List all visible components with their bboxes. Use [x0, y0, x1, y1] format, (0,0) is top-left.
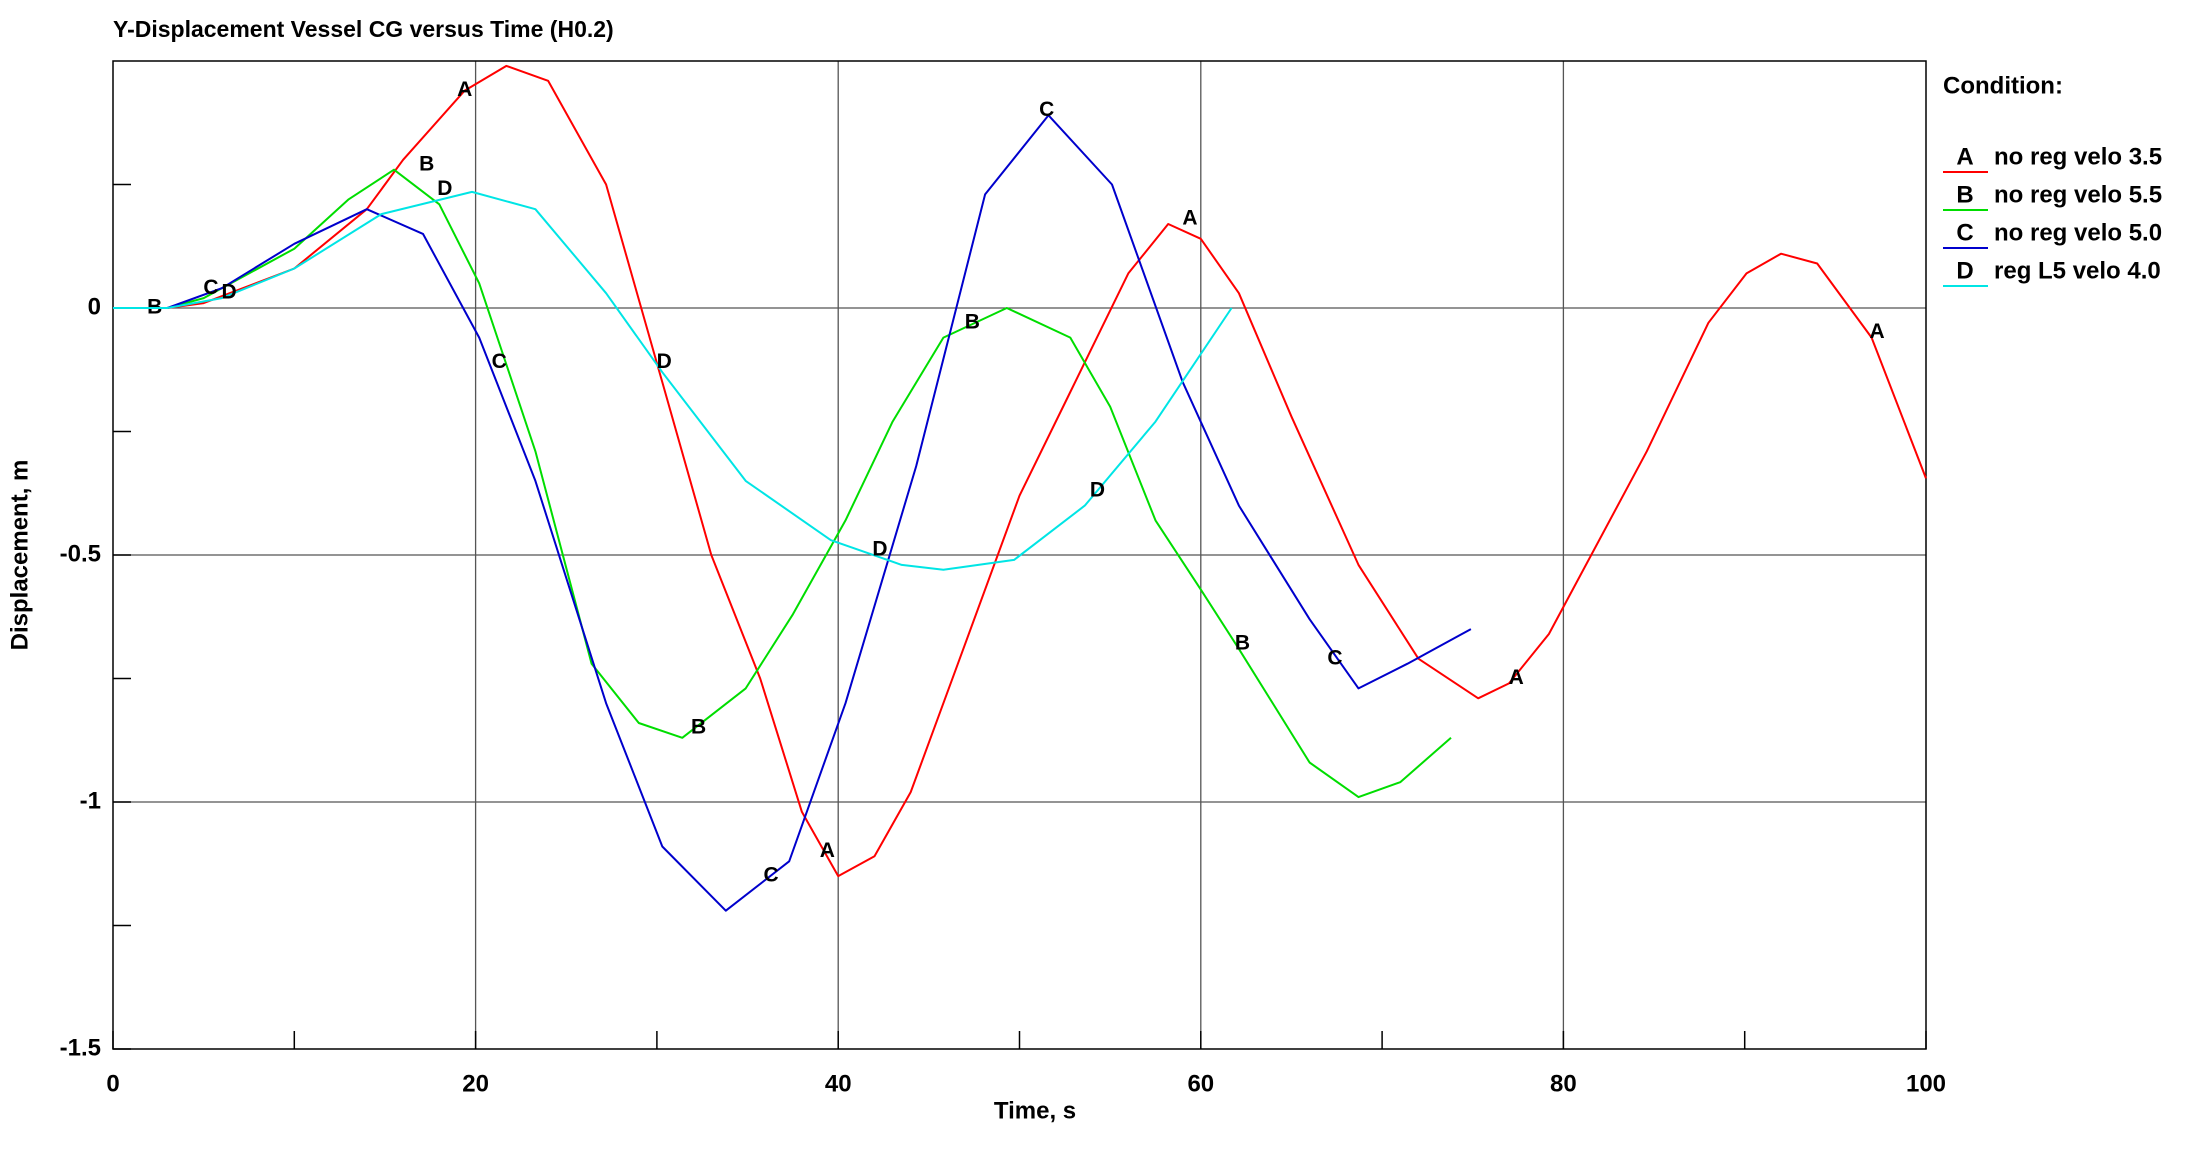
- curve-marker: C: [1039, 98, 1054, 121]
- curve-marker: A: [1509, 666, 1524, 689]
- y-tick-label: -0.5: [60, 540, 101, 567]
- x-axis-label: Time, s: [994, 1097, 1076, 1124]
- legend-title: Condition:: [1943, 72, 2063, 99]
- x-tick-label: 60: [1187, 1070, 1214, 1097]
- y-tick-label: -1: [80, 787, 101, 814]
- legend-letter: B: [1956, 181, 1973, 208]
- legend-letter: C: [1956, 219, 1973, 246]
- y-tick-label: 0: [88, 293, 101, 320]
- curve-marker: C: [203, 276, 218, 299]
- legend-label: no reg velo 5.0: [1994, 219, 2162, 246]
- curve-marker: A: [1869, 320, 1884, 343]
- legend-label: no reg velo 3.5: [1994, 143, 2162, 170]
- legend-label: no reg velo 5.5: [1994, 181, 2162, 208]
- x-tick-label: 40: [825, 1070, 852, 1097]
- series-line: [113, 114, 1472, 912]
- curve-marker: B: [1235, 631, 1250, 654]
- curve-marker: C: [492, 350, 507, 373]
- curve-marker: C: [764, 864, 779, 887]
- chart-title: Y-Displacement Vessel CG versus Time (H0…: [113, 16, 614, 42]
- x-tick-label: 0: [106, 1070, 119, 1097]
- legend-label: reg L5 velo 4.0: [1994, 257, 2161, 284]
- curve-marker: D: [1090, 478, 1105, 501]
- series-line: [113, 190, 1233, 571]
- curve-marker: D: [872, 538, 887, 561]
- series-line: [113, 168, 1452, 799]
- x-tick-label: 80: [1550, 1070, 1577, 1097]
- curve-marker: A: [820, 839, 835, 862]
- curve-marker: D: [221, 281, 236, 304]
- y-axis-label: Displacement, m: [6, 460, 33, 651]
- series-line: [113, 64, 1927, 878]
- y-tick-label: -1.5: [60, 1034, 101, 1061]
- curve-marker: A: [1182, 207, 1197, 230]
- curve-marker: B: [965, 310, 980, 333]
- curve-marker: D: [657, 350, 672, 373]
- x-tick-label: 20: [462, 1070, 489, 1097]
- curve-marker: D: [437, 177, 452, 200]
- curve-marker: A: [457, 78, 472, 101]
- legend-letter: D: [1956, 257, 1973, 284]
- curve-marker: B: [691, 715, 706, 738]
- curve-marker: C: [1327, 646, 1342, 669]
- legend-letter: A: [1956, 143, 1973, 170]
- x-tick-label: 100: [1906, 1070, 1946, 1097]
- curve-marker: B: [419, 152, 434, 175]
